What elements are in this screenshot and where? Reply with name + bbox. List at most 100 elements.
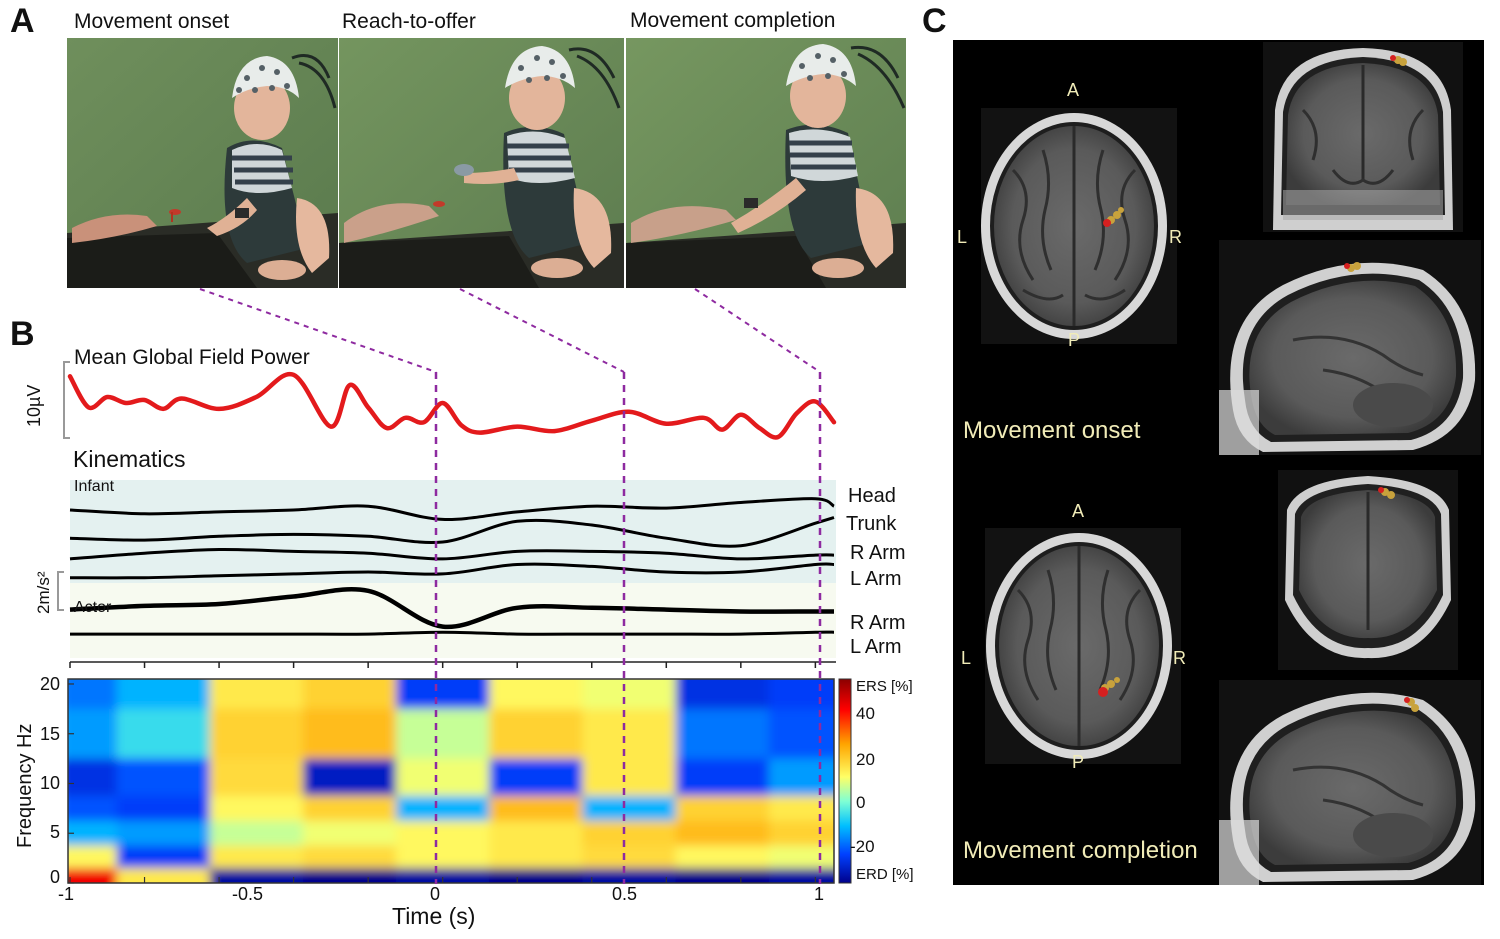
trace-label-actor-l-arm: L Arm [850, 636, 902, 658]
spectrogram-cell [768, 845, 834, 870]
spectrogram-cell [302, 758, 398, 797]
spectrogram-cell [116, 708, 211, 760]
spectrogram-cell [209, 679, 304, 710]
spectrogram-cell [675, 679, 770, 710]
photo-connector-lines [199, 288, 821, 373]
spectrogram-cell [209, 845, 304, 870]
gfp-scale-label: 10µV [24, 384, 44, 427]
colorbar [838, 678, 852, 884]
gfp-scale-bar [63, 361, 70, 439]
spectrogram-cell [675, 845, 770, 870]
kin-infant-trunk [69, 516, 835, 548]
photo-3-title: Movement completion [630, 9, 836, 32]
photo-reach-to-offer [339, 38, 624, 288]
mri-panel: A L R P Movement onset A L R P Movement … [953, 40, 1484, 885]
orient-right-completion: R [1173, 648, 1186, 668]
photo-2-title: Reach-to-offer [342, 10, 476, 33]
spectrogram-cell [396, 845, 491, 870]
spectrogram-cell [302, 795, 398, 822]
infant-band [70, 480, 836, 583]
spectrogram-cell [116, 758, 211, 797]
mri-caption-completion: Movement completion [963, 837, 1198, 864]
spectrogram-cell [489, 758, 584, 797]
kinematics-scale-bar [57, 571, 64, 611]
spectrogram-cell [768, 708, 834, 760]
spectrogram-cell [582, 758, 677, 797]
orient-anterior-completion: A [1072, 501, 1085, 521]
orient-left-completion: L [961, 648, 972, 668]
spectrogram-cell [768, 758, 834, 797]
trace-label-infant-trunk: Trunk [846, 513, 897, 535]
spectrogram-cell [209, 708, 304, 760]
spectrogram-cell [116, 679, 211, 710]
trace-label-infant-head: Head [848, 485, 896, 507]
gfp-trace [67, 371, 837, 440]
spectrogram-cell [396, 820, 491, 847]
spectrogram-cell [582, 820, 677, 847]
kin-infant-l-arm [69, 562, 835, 580]
spectrogram-cell [209, 758, 304, 797]
kin-actor-l-arm [70, 630, 835, 636]
spectrogram-cell [396, 708, 491, 760]
spectrogram-cell [68, 758, 118, 797]
photo-movement-completion [626, 38, 906, 288]
orient-posterior-onset: P [1068, 330, 1081, 350]
spectrogram-cell [489, 679, 584, 710]
kinematics-title: Kinematics [73, 446, 186, 472]
actor-label: Actor [74, 599, 112, 616]
spectrogram-cell [396, 679, 491, 710]
xtick-neg05: -0.5 [232, 884, 264, 904]
colorbar-tick-40: 40 [856, 704, 875, 723]
infant-label: Infant [74, 478, 115, 495]
spectrogram-cell [582, 868, 677, 883]
xtick-1: 1 [814, 884, 825, 904]
spectrogram-cell [116, 820, 211, 847]
spectrogram-cell [116, 845, 211, 870]
xtick-neg1: -1 [58, 884, 75, 904]
spectrogram-cell [582, 795, 677, 822]
trace-label-actor-r-arm: R Arm [850, 612, 906, 634]
colorbar-tick-20: 20 [856, 750, 875, 769]
spectrogram-cell [209, 820, 304, 847]
colorbar-tick-0: 0 [856, 793, 866, 812]
spectrogram-cell [768, 679, 834, 710]
spectrogram-cell [302, 708, 398, 760]
spectrogram-cell [768, 820, 834, 847]
spectrogram-cell [675, 708, 770, 760]
panel-c-label: C [922, 2, 947, 40]
spectrogram-cell [582, 708, 677, 760]
orient-posterior-completion: P [1072, 752, 1085, 772]
colorbar-bottom-label: ERD [%] [856, 866, 914, 883]
spectrogram-cell [116, 795, 211, 822]
spectrogram-cell [582, 845, 677, 870]
orient-anterior-onset: A [1067, 80, 1080, 100]
spectrogram-cell [302, 845, 398, 870]
actor-band [70, 583, 836, 658]
spectrogram-cell [302, 820, 398, 847]
spectrogram-cell [489, 795, 584, 822]
spectrogram-cell [582, 679, 677, 710]
spectrogram-cell [68, 708, 118, 760]
spectrogram-cell [68, 868, 118, 883]
spectrogram-cell [675, 795, 770, 822]
spectrogram-cell [675, 820, 770, 847]
spectrogram-cell [489, 820, 584, 847]
spectrogram-cell [116, 868, 211, 883]
kin-infant-r-arm [69, 547, 835, 561]
spectrogram-cell [209, 868, 304, 883]
panel-a-label: A [10, 2, 35, 40]
photo-1-title: Movement onset [74, 10, 230, 33]
spectrogram-cell [489, 845, 584, 870]
spectrogram-cell [68, 820, 118, 847]
kin-actor-r-arm [69, 587, 834, 630]
spectrogram-cell [302, 868, 398, 883]
spectrogram-ytick-15: 15 [40, 724, 61, 744]
spectrogram-cell [489, 708, 584, 760]
spectrogram-cell [396, 868, 491, 883]
spectrogram-ytick-20: 20 [40, 674, 61, 694]
time-axis-label: Time (s) [392, 903, 476, 929]
gfp-title: Mean Global Field Power [74, 346, 310, 369]
spectrogram-cell [68, 679, 118, 710]
spectrogram-cell [675, 758, 770, 797]
spectrogram-cell [489, 868, 584, 883]
